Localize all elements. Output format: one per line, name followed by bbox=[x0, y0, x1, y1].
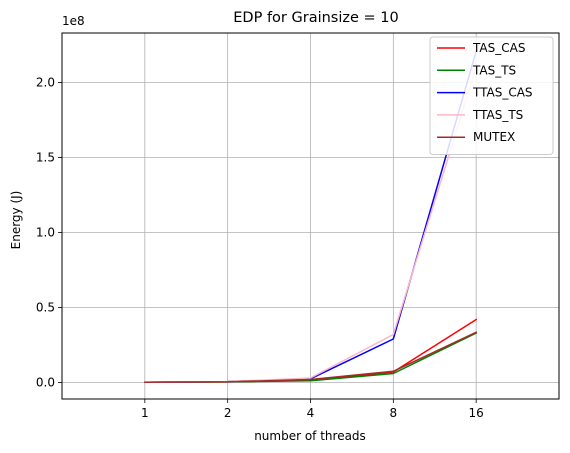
y-tick-label: 2.0 bbox=[36, 76, 55, 90]
y-tick-label: 1.5 bbox=[36, 151, 55, 165]
axes: 1 2 4 8 16 0.0 0.5 1.0 1.5 2.0 bbox=[36, 76, 484, 421]
legend-label: MUTEX bbox=[473, 130, 515, 144]
x-tick-label: 2 bbox=[224, 406, 232, 420]
x-tick-label: 1 bbox=[141, 406, 149, 420]
x-tick-label: 4 bbox=[307, 406, 315, 420]
x-tick-label: 8 bbox=[390, 406, 398, 420]
y-tick-label: 1.0 bbox=[36, 226, 55, 240]
legend-label: TAS_CAS bbox=[472, 41, 525, 55]
series-lines bbox=[144, 50, 478, 383]
y-offset-label: 1e8 bbox=[62, 14, 85, 28]
legend: TAS_CAS TAS_TS TTAS_CAS TTAS_TS MUTEX bbox=[429, 36, 554, 155]
y-tick-label: 0.0 bbox=[36, 376, 55, 390]
series-line-mutex bbox=[144, 331, 478, 383]
legend-box bbox=[429, 36, 554, 155]
legend-label: TAS_TS bbox=[472, 63, 516, 77]
x-axis-label: number of threads bbox=[254, 429, 366, 443]
legend-label: TTAS_TS bbox=[472, 108, 523, 122]
chart-title: EDP for Grainsize = 10 bbox=[233, 10, 398, 26]
legend-label: TTAS_CAS bbox=[472, 86, 533, 100]
y-tick-label: 0.5 bbox=[36, 301, 55, 315]
y-axis-label: Energy (J) bbox=[9, 191, 23, 250]
x-tick-label: 16 bbox=[469, 406, 484, 420]
